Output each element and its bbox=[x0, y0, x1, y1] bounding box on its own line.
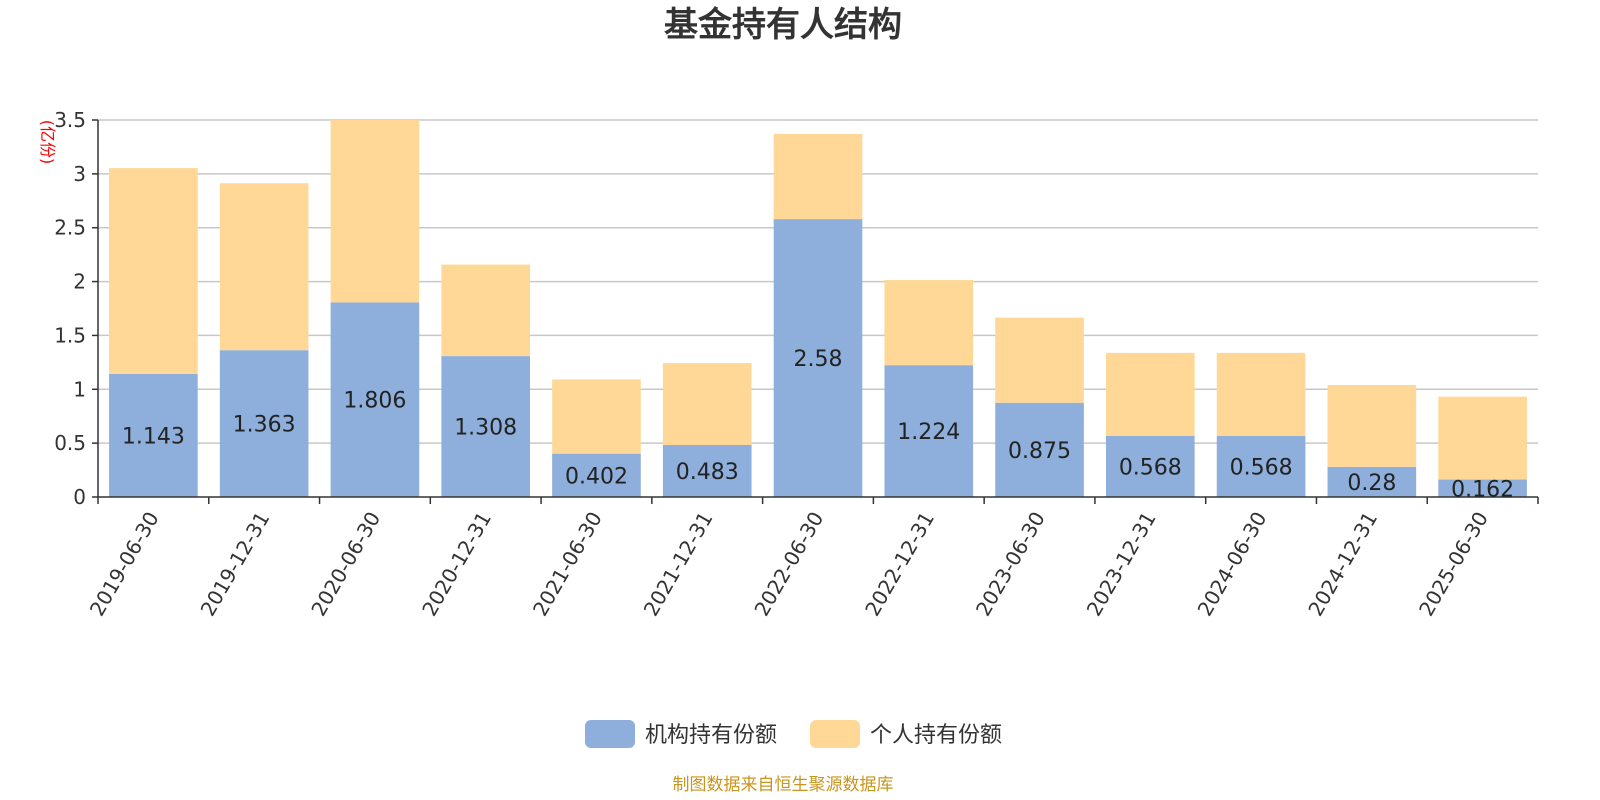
x-tick-label: 2023-12-31 bbox=[1082, 508, 1161, 621]
legend-label-institution: 机构持有份额 bbox=[645, 723, 777, 748]
y-unit-label: (亿份) bbox=[38, 120, 57, 165]
bar-institution bbox=[1438, 479, 1527, 497]
x-tick-label: 2020-12-31 bbox=[417, 508, 496, 621]
chart-title: 基金持有人结构 bbox=[664, 5, 902, 45]
bar-institution bbox=[1327, 466, 1417, 497]
data-label: 1.363 bbox=[233, 413, 296, 438]
x-tick-label: 2022-06-30 bbox=[749, 508, 828, 621]
x-tick-label: 2021-06-30 bbox=[528, 508, 607, 621]
x-tick-label: 2022-12-31 bbox=[860, 508, 939, 621]
data-labels: 1.143 1.363 1.806 1.308 0.402 0.483 2.58 1.224 0… bbox=[122, 347, 1514, 502]
data-label: 0.875 bbox=[1008, 439, 1071, 464]
x-tick-label: 2025-06-30 bbox=[1414, 508, 1493, 621]
y-tick-label: 1.5 bbox=[54, 323, 86, 347]
bar-individual bbox=[109, 168, 198, 374]
data-label: 0.568 bbox=[1230, 455, 1293, 480]
bar-institution bbox=[219, 350, 309, 497]
data-label: 1.308 bbox=[454, 416, 517, 441]
bar-institution bbox=[995, 402, 1084, 497]
bar-individual bbox=[330, 120, 420, 303]
x-tick-label: 2023-06-30 bbox=[971, 508, 1050, 621]
source-note: 制图数据来自恒生聚源数据库 bbox=[673, 775, 894, 795]
bar-individual bbox=[1438, 396, 1527, 480]
x-tick-label: 2019-06-30 bbox=[85, 508, 164, 621]
bar-individual bbox=[1216, 352, 1306, 436]
bar-institution bbox=[884, 365, 974, 497]
y-tick-label: 0.5 bbox=[54, 431, 86, 455]
bar-individual bbox=[995, 317, 1084, 403]
bar-individual bbox=[1327, 384, 1417, 467]
bar-institution bbox=[1216, 435, 1306, 497]
bar-individual bbox=[552, 379, 641, 454]
bar-institution bbox=[330, 302, 420, 497]
data-label: 0.162 bbox=[1451, 477, 1514, 502]
bar-institution bbox=[109, 373, 198, 497]
y-tick-label: 0 bbox=[73, 485, 86, 509]
bar-institution bbox=[773, 219, 863, 497]
y-tick-label: 3.5 bbox=[54, 108, 86, 132]
y-tick-label: 2 bbox=[73, 270, 86, 294]
x-tick-label: 2021-12-31 bbox=[639, 508, 718, 621]
data-label: 1.224 bbox=[897, 420, 960, 445]
data-label: 0.568 bbox=[1119, 455, 1182, 480]
bar-individual bbox=[441, 264, 530, 357]
x-tick-label: 2024-12-31 bbox=[1303, 508, 1382, 621]
bar-individual bbox=[773, 134, 863, 220]
legend-label-individual: 个人持有份额 bbox=[870, 723, 1002, 748]
bar-individual bbox=[884, 280, 974, 366]
bar-individual bbox=[1106, 352, 1195, 436]
data-label: 1.806 bbox=[343, 389, 406, 414]
data-label: 0.483 bbox=[676, 460, 739, 485]
bar-individual bbox=[662, 363, 752, 445]
y-tick-label: 1 bbox=[73, 377, 86, 401]
legend-swatch-individual bbox=[810, 720, 860, 748]
bar-institution bbox=[662, 444, 752, 497]
x-tick-label: 2024-06-30 bbox=[1193, 508, 1272, 621]
legend-swatch-institution bbox=[585, 720, 635, 748]
y-tick-label: 2.5 bbox=[54, 216, 86, 240]
x-tick-label: 2019-12-31 bbox=[196, 508, 275, 621]
bar-individual bbox=[219, 183, 309, 351]
bar-institution bbox=[1106, 435, 1195, 497]
y-tick-label: 3 bbox=[73, 162, 86, 186]
data-label: 0.28 bbox=[1347, 471, 1396, 496]
bar-institution bbox=[552, 453, 641, 497]
data-label: 1.143 bbox=[122, 424, 185, 449]
bars bbox=[109, 120, 1527, 497]
data-label: 0.402 bbox=[565, 464, 628, 489]
x-tick-label: 2020-06-30 bbox=[306, 508, 385, 621]
legend: 机构持有份额 个人持有份额 bbox=[585, 720, 1002, 748]
bar-institution bbox=[441, 356, 530, 497]
data-label: 2.58 bbox=[794, 347, 843, 372]
